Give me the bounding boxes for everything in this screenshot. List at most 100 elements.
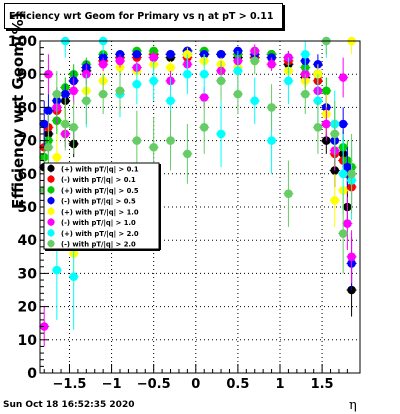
legend-marker <box>47 218 55 226</box>
data-point <box>199 93 209 102</box>
legend-marker <box>47 197 55 205</box>
timestamp: Sun Oct 18 16:52:35 2020 <box>3 400 135 410</box>
data-point <box>82 96 91 106</box>
y-tick-label: 80 <box>18 100 38 116</box>
y-tick-label: 40 <box>18 233 38 249</box>
x-axis-label: η <box>349 398 357 413</box>
legend-label: (-) with pT/|q| > 1.0 <box>61 219 136 228</box>
data-point <box>69 86 78 96</box>
data-point <box>284 76 293 86</box>
data-point <box>347 252 356 262</box>
data-point <box>44 106 53 116</box>
x-tick-label: −1 <box>102 377 122 392</box>
data-point <box>330 196 340 205</box>
data-point <box>69 272 78 282</box>
data-point <box>69 123 78 132</box>
data-point <box>115 56 125 66</box>
legend-label: (+) with pT/|q| > 1.0 <box>61 208 139 217</box>
data-point <box>39 119 49 129</box>
legend-label: (-) with pT/|q| > 2.0 <box>61 241 136 250</box>
legend: (+) with pT/|q| > 0.1 (-) with pT/|q| > 0… <box>43 162 161 251</box>
x-tick-label: −1.5 <box>53 377 87 392</box>
x-tick-label: 0 <box>191 377 200 392</box>
data-point <box>132 49 142 59</box>
data-point <box>166 136 175 145</box>
legend-marker <box>47 207 55 215</box>
legend-label: (-) with pT/|q| > 0.1 <box>61 176 136 185</box>
legend-label: (+) with pT/|q| > 0.1 <box>61 165 139 174</box>
data-point <box>98 59 108 69</box>
y-tick-label: 0 <box>27 366 37 382</box>
data-point <box>183 69 192 79</box>
data-point <box>347 169 356 179</box>
legend-label: (-) with pT/|q| > 0.5 <box>61 198 136 207</box>
x-tick-label: −0.5 <box>137 377 171 392</box>
y-tick-label: 10 <box>18 333 38 349</box>
legend-box <box>43 162 160 250</box>
data-point <box>132 79 142 89</box>
data-point <box>284 189 293 199</box>
legend-marker <box>47 229 55 237</box>
data-point <box>52 265 62 275</box>
legend-marker <box>47 175 55 183</box>
data-point <box>338 119 348 129</box>
y-tick-label: 70 <box>18 134 38 150</box>
data-point <box>216 76 226 86</box>
data-point <box>183 149 192 159</box>
data-point <box>343 162 352 172</box>
data-point <box>322 86 331 96</box>
data-point <box>52 89 62 99</box>
data-point <box>199 69 209 79</box>
legend-label: (+) with pT/|q| > 2.0 <box>61 230 139 239</box>
data-point <box>250 96 260 106</box>
data-point <box>233 66 243 76</box>
legend-marker <box>47 164 55 172</box>
data-point <box>166 96 175 106</box>
data-point <box>330 129 340 139</box>
data-point <box>338 169 348 179</box>
series-layer <box>39 36 357 347</box>
series-6 <box>39 44 357 347</box>
data-point <box>313 123 323 132</box>
data-point <box>44 142 53 152</box>
x-tick-label: 1.5 <box>311 377 334 392</box>
data-point <box>216 129 226 139</box>
data-point <box>250 56 260 66</box>
y-tick-label: 60 <box>18 167 38 183</box>
data-point <box>98 89 108 99</box>
data-point <box>149 142 158 152</box>
data-point <box>166 49 175 59</box>
data-point <box>216 49 226 59</box>
data-point <box>149 53 158 62</box>
axes: −1.5 −1 −0.5 0 0.5 1 1.5 0 10 20 30 40 50 60 70 80 90 100 <box>8 34 348 392</box>
chart-title: Efficiency wrt Geom for Primary vs η at … <box>4 3 283 29</box>
data-point <box>199 123 209 132</box>
x-tick-label: 1 <box>275 377 284 392</box>
data-point <box>233 89 243 99</box>
legend-label: (+) with pT/|q| > 0.5 <box>61 187 139 196</box>
data-point <box>39 322 49 331</box>
series-8 <box>39 36 357 274</box>
data-point <box>300 89 310 99</box>
data-point <box>322 119 331 129</box>
data-point <box>267 59 276 69</box>
data-point <box>60 119 70 129</box>
data-point <box>338 229 348 238</box>
data-point <box>313 96 323 106</box>
x-tick-label: 0.5 <box>226 377 249 392</box>
data-point <box>267 136 276 145</box>
data-point <box>300 49 310 59</box>
data-point <box>267 103 276 112</box>
y-tick-label: 100 <box>8 34 37 50</box>
data-point <box>115 86 125 96</box>
y-axis-label: Efficiency wrt Geom(%) <box>9 12 27 209</box>
data-point <box>343 219 352 228</box>
y-tick-label: 90 <box>18 67 38 83</box>
data-point <box>166 63 175 72</box>
y-tick-label: 30 <box>18 266 38 282</box>
y-tick-label: 50 <box>18 200 38 216</box>
y-tick-label: 20 <box>18 300 38 316</box>
data-point <box>132 136 142 145</box>
data-point <box>149 76 158 86</box>
